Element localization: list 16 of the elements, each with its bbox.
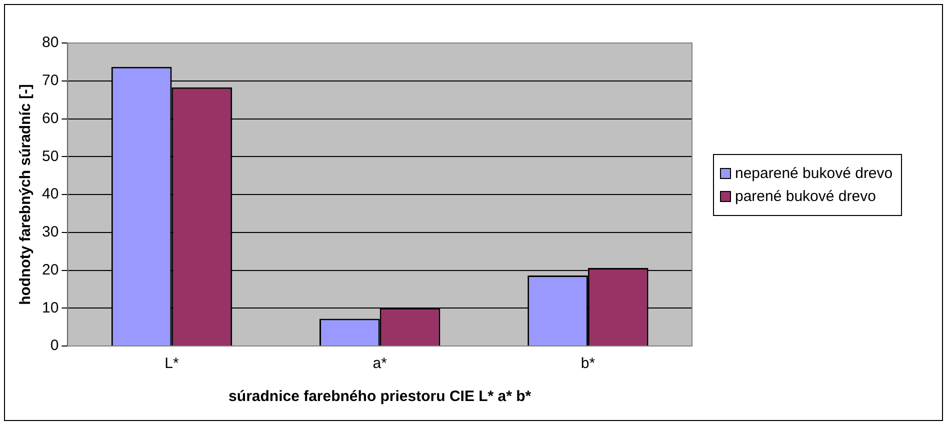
x-axis-title: súradnice farebného priestoru CIE L* a* b* (228, 388, 532, 406)
y-tick-label: 20 (42, 261, 59, 278)
y-tick-label: 50 (42, 148, 59, 165)
y-tick-label: 0 (50, 337, 59, 354)
x-tick-label: b* (580, 355, 596, 372)
y-tick-label: 70 (42, 72, 59, 90)
y-tick-label: 40 (42, 186, 59, 203)
x-tick-label: a* (372, 355, 388, 372)
y-axis-title: hodnoty farebných súradníc [-] (17, 84, 34, 305)
legend-label: neparené bukové drevo (735, 165, 893, 182)
y-tick-label: 10 (42, 299, 59, 316)
x-tick-label: L* (164, 355, 179, 372)
y-tick-label: 60 (42, 110, 59, 127)
legend-label: parené bukové drevo (735, 188, 876, 205)
y-tick-label: 30 (42, 224, 59, 241)
y-tick-label: 80 (42, 34, 59, 52)
